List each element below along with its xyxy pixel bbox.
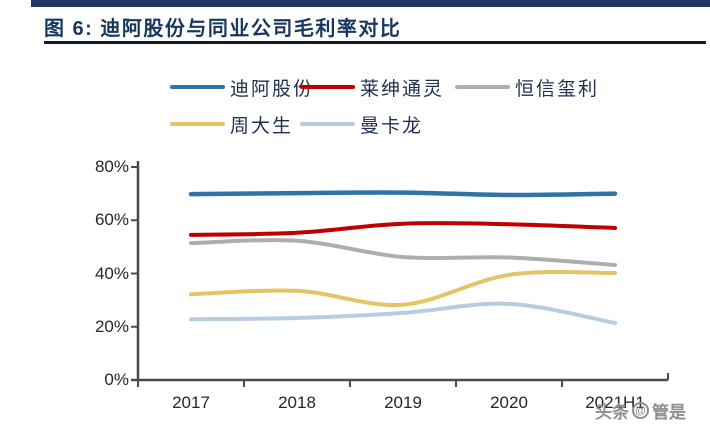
- chart-legend: 迪阿股份 莱绅通灵 恒信玺利 周大生 曼卡龙: [0, 0, 710, 150]
- title-divider: [44, 41, 706, 44]
- watermark: 头条 @ 管是: [595, 398, 686, 423]
- legend-line-swatch: [170, 122, 225, 126]
- series-line-1: [189, 221, 617, 237]
- header-accent-bar: [31, 0, 710, 7]
- legend-item: 曼卡龙: [300, 113, 424, 137]
- legend-label: 周大生: [230, 115, 294, 137]
- legend-label: 莱绅通灵: [360, 78, 445, 100]
- watermark-logo-icon: @: [632, 402, 649, 419]
- y-axis-tick-label: 80%: [94, 157, 129, 176]
- legend-line-swatch: [300, 122, 355, 126]
- legend-line-swatch: [170, 85, 225, 89]
- x-axis-category-label: 2017: [172, 393, 210, 412]
- x-axis-category-label: 2018: [278, 393, 316, 412]
- legend-line-swatch: [300, 85, 355, 89]
- legend-item: 恒信玺利: [455, 76, 600, 100]
- y-axis-tick-label: 60%: [94, 210, 129, 230]
- x-axis-category-label: 2021H1: [585, 393, 645, 412]
- figure-title: 图 6: 迪阿股份与同业公司毛利率对比: [44, 18, 402, 40]
- legend-item: 莱绅通灵: [300, 76, 445, 100]
- x-axis-category-label: 2020: [490, 393, 528, 412]
- y-axis-tick-label: 0%: [104, 370, 129, 389]
- legend-line-swatch: [455, 85, 510, 89]
- legend-label: 曼卡龙: [360, 115, 424, 137]
- y-axis-tick-label: 40%: [94, 263, 129, 283]
- watermark-platform: 头条: [595, 403, 629, 422]
- series-line-2: [189, 238, 617, 267]
- legend-item: 周大生: [170, 113, 294, 137]
- x-axis-category-label: 2019: [384, 393, 422, 412]
- series-line-3: [189, 270, 617, 307]
- watermark-name: 管是: [652, 403, 686, 422]
- legend-label: 迪阿股份: [230, 78, 315, 100]
- y-axis-tick-label: 20%: [94, 316, 129, 336]
- legend-label: 恒信玺利: [515, 78, 600, 100]
- legend-item: 迪阿股份: [170, 76, 315, 100]
- series-line-0: [188, 190, 618, 198]
- series-line-4: [189, 301, 617, 325]
